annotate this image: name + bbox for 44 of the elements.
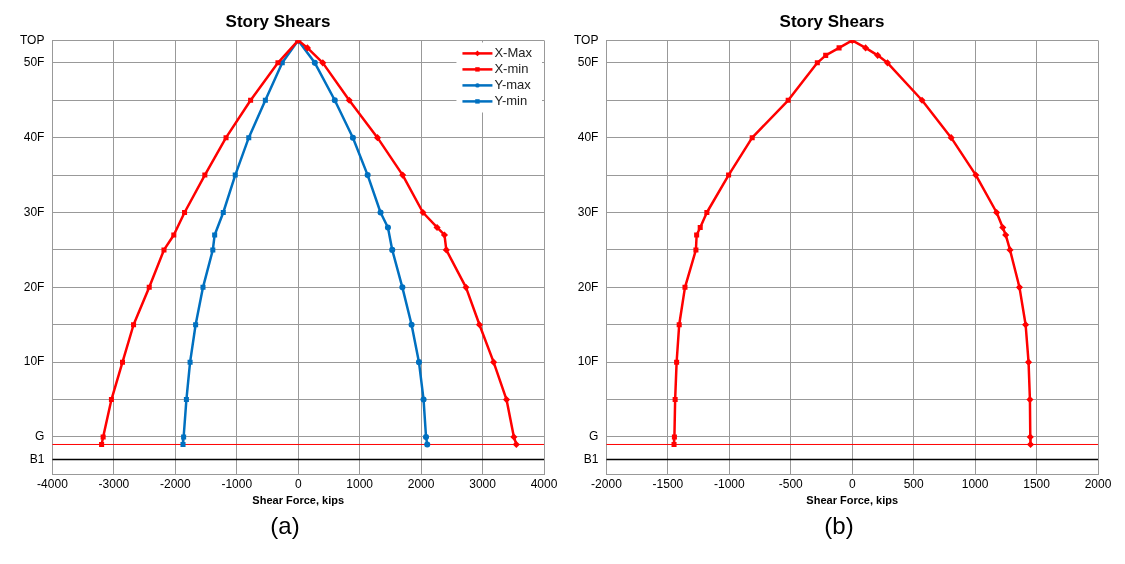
y-tick-label: TOP [20,32,45,47]
legend-label: Y-min [494,92,528,108]
x-tick-label: -4000 [37,476,69,491]
x-tick-label: 1000 [346,476,374,491]
chart-title: Story Shears [225,11,331,31]
y-tick-label: 20F [23,279,45,294]
y-tick-label: G [589,429,599,444]
y-tick-label: 20F [577,279,599,294]
legend-label: X-min [494,60,529,76]
chart-title: Story Shears [779,11,885,31]
y-tick-label: 10F [23,354,45,369]
x-tick-label: -3000 [98,476,130,491]
y-tick-label: B1 [29,451,45,466]
x-tick-label: 3000 [469,476,497,491]
y-tick-label: 40F [577,129,599,144]
y-tick-label: B1 [583,451,599,466]
text: (b) [823,512,855,540]
x-tick-label: 2000 [1084,476,1112,491]
x-axis-title: Shear Force, kips [806,494,899,507]
y-tick-label: 40F [23,129,45,144]
x-tick-label: 0 [848,476,856,491]
x-tick-label: -1000 [713,476,745,491]
y-tick-label: 30F [577,204,599,219]
y-tick-label: 50F [23,55,45,70]
y-tick-label: 30F [23,204,45,219]
x-tick-label: -1000 [221,476,253,491]
x-tick-label: -2000 [591,476,623,491]
x-tick-label: 500 [903,476,924,491]
y-tick-label: G [35,429,45,444]
x-tick-label: -500 [778,476,804,491]
x-tick-label: 1000 [961,476,989,491]
y-tick-label: TOP [574,32,599,47]
legend-label: Y-max [494,76,532,92]
legend-label: X-Max [494,44,533,60]
y-tick-label: 10F [577,354,599,369]
x-tick-label: -2000 [159,476,191,491]
x-axis-title: Shear Force, kips [252,494,345,507]
x-tick-label: 4000 [530,476,558,491]
x-tick-label: 2000 [407,476,435,491]
text: (a) [269,512,301,540]
x-tick-label: 0 [294,476,302,491]
x-tick-label: 1500 [1023,476,1051,491]
y-tick-label: 50F [577,55,599,70]
x-tick-label: -1500 [652,476,684,491]
